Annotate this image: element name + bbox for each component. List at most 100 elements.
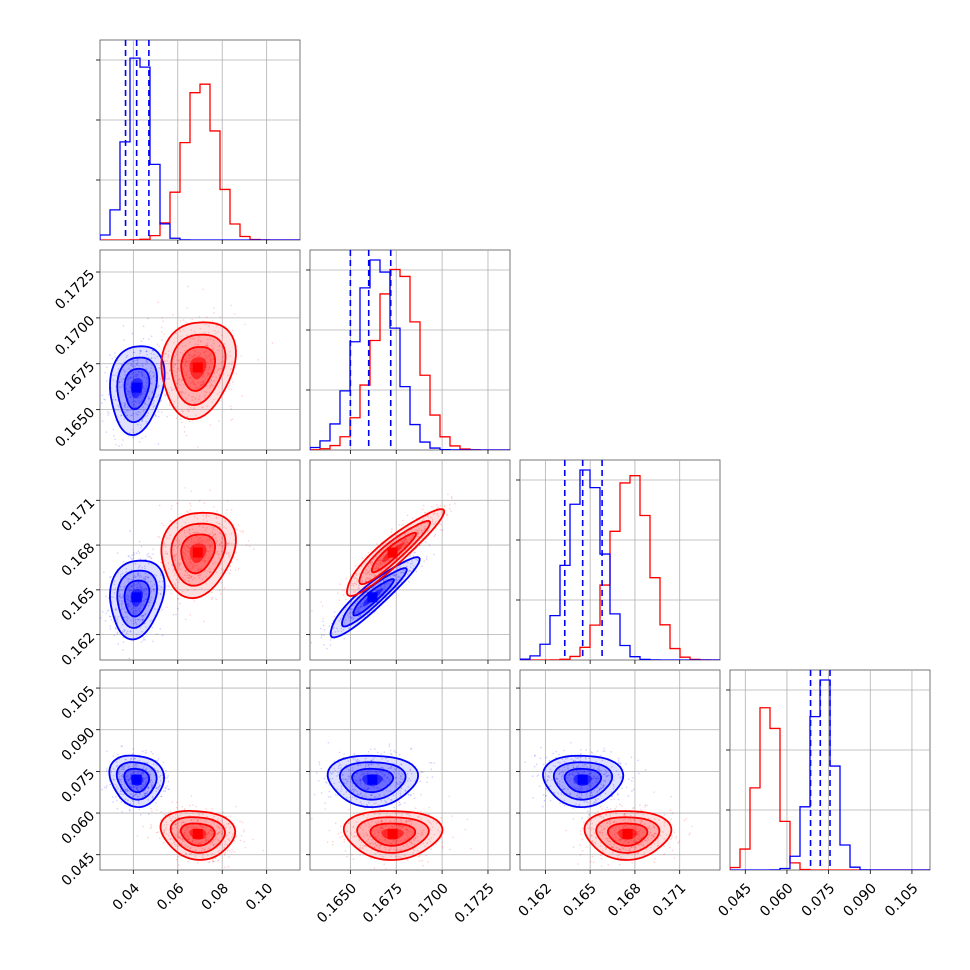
scatter-point xyxy=(230,408,233,410)
scatter-point xyxy=(236,345,238,347)
scatter-point xyxy=(194,397,197,399)
scatter-point xyxy=(142,639,145,641)
scatter-point xyxy=(344,609,347,611)
scatter-point xyxy=(144,783,146,786)
scatter-point xyxy=(134,374,137,376)
scatter-point xyxy=(439,505,442,507)
scatter-point xyxy=(364,765,367,767)
scatter-point xyxy=(376,786,379,789)
scatter-point xyxy=(402,539,405,541)
scatter-point xyxy=(439,831,441,833)
contour-line xyxy=(356,816,430,854)
scatter-point xyxy=(139,352,141,355)
scatter-point xyxy=(377,582,380,585)
scatter-point xyxy=(391,528,393,530)
scatter-point xyxy=(618,838,621,841)
scatter-point xyxy=(419,810,422,813)
scatter-point xyxy=(142,825,144,828)
scatter-point xyxy=(135,369,137,372)
scatter-point xyxy=(247,539,250,542)
scatter-point xyxy=(147,317,149,320)
scatter-point xyxy=(195,414,197,416)
scatter-point xyxy=(368,569,371,572)
scatter-point xyxy=(409,819,411,822)
scatter-point xyxy=(185,852,187,854)
scatter-point xyxy=(365,580,368,583)
scatter-point xyxy=(367,590,370,592)
scatter-point xyxy=(243,828,245,831)
scatter-point xyxy=(166,553,169,556)
scatter-point xyxy=(211,841,213,843)
scatter-point xyxy=(163,813,166,816)
scatter-point xyxy=(163,542,165,545)
scatter-point xyxy=(380,799,383,802)
scatter-point xyxy=(169,838,171,840)
scatter-point xyxy=(392,839,394,842)
scatter-point xyxy=(244,323,246,326)
scatter-point xyxy=(366,817,369,819)
scatter-point xyxy=(399,777,401,780)
scatter-point xyxy=(237,567,240,570)
scatter-point xyxy=(124,606,126,609)
scatter-point xyxy=(168,402,171,405)
scatter-point xyxy=(216,571,218,574)
scatter-point xyxy=(164,546,167,548)
scatter-point xyxy=(355,580,358,582)
scatter-point xyxy=(313,793,316,796)
scatter-point xyxy=(320,627,322,630)
scatter-point xyxy=(132,376,135,378)
scatter-point xyxy=(169,810,172,813)
scatter-point xyxy=(190,540,193,543)
scatter-point xyxy=(412,555,415,557)
scatter-point xyxy=(204,350,207,353)
scatter-point xyxy=(189,546,191,549)
scatter-point xyxy=(138,607,141,609)
scatter-point xyxy=(357,608,360,611)
scatter-point xyxy=(101,420,104,422)
scatter-point xyxy=(365,832,367,834)
scatter-point xyxy=(394,575,397,577)
scatter-point xyxy=(196,826,198,829)
scatter-point xyxy=(358,572,361,575)
scatter-point xyxy=(185,834,188,836)
scatter-point xyxy=(656,842,659,845)
scatter-point xyxy=(366,840,368,843)
scatter-point xyxy=(360,774,362,777)
scatter-point xyxy=(211,598,213,600)
scatter-point xyxy=(142,391,145,393)
scatter-point xyxy=(219,316,221,318)
scatter-point xyxy=(156,787,159,789)
hist-grid xyxy=(100,59,300,181)
scatter-point xyxy=(140,602,143,605)
scatter-point xyxy=(157,771,159,774)
scatter-point xyxy=(389,820,391,823)
scatter-point xyxy=(342,773,344,776)
scatter-point xyxy=(179,351,182,354)
scatter-point xyxy=(402,523,405,526)
scatter-point xyxy=(123,608,125,610)
scatter-point xyxy=(129,782,132,785)
scatter-point xyxy=(640,842,643,844)
scatter-point xyxy=(109,576,111,579)
scatter-point xyxy=(200,340,202,343)
scatter-point xyxy=(180,390,183,393)
scatter-point xyxy=(142,780,145,782)
scatter-point xyxy=(230,388,233,391)
scatter-point xyxy=(635,826,638,828)
scatter-point xyxy=(136,573,139,576)
scatter-point xyxy=(185,360,187,363)
scatter-point xyxy=(173,841,176,844)
scatter-point xyxy=(178,854,181,857)
scatter-point xyxy=(110,771,113,774)
scatter-point xyxy=(352,767,354,769)
scatter-point xyxy=(136,364,138,366)
scatter-point xyxy=(166,360,169,362)
scatter-point xyxy=(231,542,233,545)
scatter-point xyxy=(186,574,188,577)
scatter-point xyxy=(388,849,391,852)
scatter-point xyxy=(138,610,141,613)
scatter-point xyxy=(357,611,360,613)
scatter-point xyxy=(401,827,404,829)
scatter-point xyxy=(321,605,324,608)
scatter-point xyxy=(219,831,221,834)
